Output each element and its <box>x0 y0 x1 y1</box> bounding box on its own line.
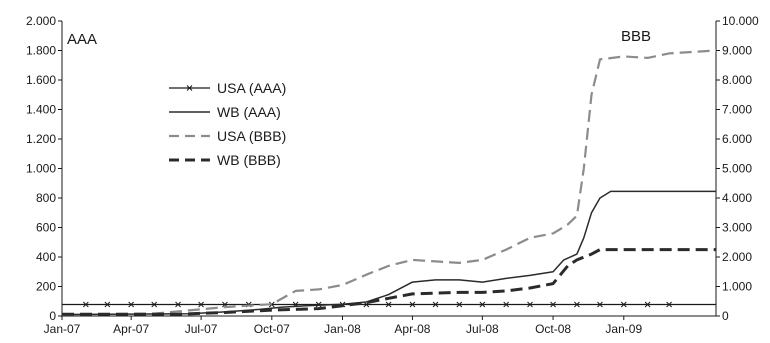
series-marker-x <box>550 301 556 308</box>
y-left-tick-label: 1.200 <box>26 132 56 146</box>
series-line-2 <box>61 190 716 316</box>
x-tick-label: Jan-07 <box>44 322 81 336</box>
legend-label-4: WB (BBB) <box>217 152 281 168</box>
y-right-tick-label: 7.000 <box>722 103 752 117</box>
legend-label-3: USA (BBB) <box>217 128 286 144</box>
x-tick-label: Apr-07 <box>113 322 149 336</box>
series-marker-x <box>268 301 275 308</box>
series-marker-x <box>82 301 89 308</box>
y-left-tick-label: 1.400 <box>26 103 56 117</box>
y-right-tick-label: 4.000 <box>722 191 752 205</box>
series-marker-x <box>644 301 651 308</box>
series-marker-x <box>503 301 510 308</box>
y-right-tick-label: 6.000 <box>722 132 752 146</box>
legend-label-1: USA (AAA) <box>217 80 286 96</box>
legend-marker-x <box>186 85 193 91</box>
y-left-tick-label: 1.000 <box>26 162 56 176</box>
x-tick-label: Jan-08 <box>324 322 361 336</box>
series-marker-x <box>527 301 533 308</box>
corner-label-right: BBB <box>621 28 651 45</box>
legend-label-2: WB (AAA) <box>217 104 281 120</box>
y-right-tick-label: 8.000 <box>722 73 752 87</box>
series-marker-x <box>385 301 392 308</box>
series-marker-x <box>456 301 463 308</box>
y-right-tick-label: 1.000 <box>722 280 752 294</box>
series-marker-x <box>432 301 439 308</box>
series-marker-x <box>175 301 181 308</box>
x-tick-label: Jul-08 <box>466 322 499 336</box>
series-marker-x <box>479 301 486 308</box>
x-tick-label: Apr-08 <box>394 322 430 336</box>
series-line-4 <box>62 248 716 316</box>
y-left-tick-label: 1.600 <box>26 73 56 87</box>
y-left-tick-label: 600 <box>36 221 56 235</box>
legend: USA (AAA) WB (AAA) USA (BBB) WB (BBB) <box>169 80 286 168</box>
y-left-tick-label: 0 <box>49 309 56 323</box>
series-marker-x <box>198 301 204 308</box>
series-marker-x <box>104 301 111 308</box>
axes: 0 200 400 600 800 1.000 1.200 1.400 1.600 1.800 2.… <box>26 14 759 336</box>
series-marker-x <box>597 301 603 308</box>
x-tick-label: Jul-07 <box>185 322 218 336</box>
series-line-3 <box>61 49 717 316</box>
series-marker-x <box>666 301 672 308</box>
y-left-tick-label: 2.000 <box>26 14 56 28</box>
series-marker-x <box>409 301 416 308</box>
x-tick-label: Jan-09 <box>605 322 642 336</box>
y-right-tick-label: 10.000 <box>722 14 759 28</box>
y-left-tick-label: 1.800 <box>26 44 56 58</box>
series-marker-x <box>620 301 627 308</box>
y-right-tick-label: 0 <box>722 309 729 323</box>
y-left-tick-label: 400 <box>36 250 56 264</box>
y-right-tick-label: 2.000 <box>722 250 752 264</box>
y-left-tick-label: 800 <box>36 191 56 205</box>
series-layer <box>61 49 717 316</box>
y-right-tick-label: 3.000 <box>722 221 752 235</box>
y-left-tick-label: 200 <box>36 280 56 294</box>
y-right-tick-label: 9.000 <box>722 44 752 58</box>
x-tick-label: Oct-08 <box>535 322 571 336</box>
series-marker-x <box>128 301 135 308</box>
y-right-tick-label: 5.000 <box>722 162 752 176</box>
x-tick-label: Oct-07 <box>254 322 290 336</box>
series-marker-x <box>574 301 580 308</box>
series-marker-x <box>151 301 158 308</box>
corner-label-left: AAA <box>67 31 97 48</box>
